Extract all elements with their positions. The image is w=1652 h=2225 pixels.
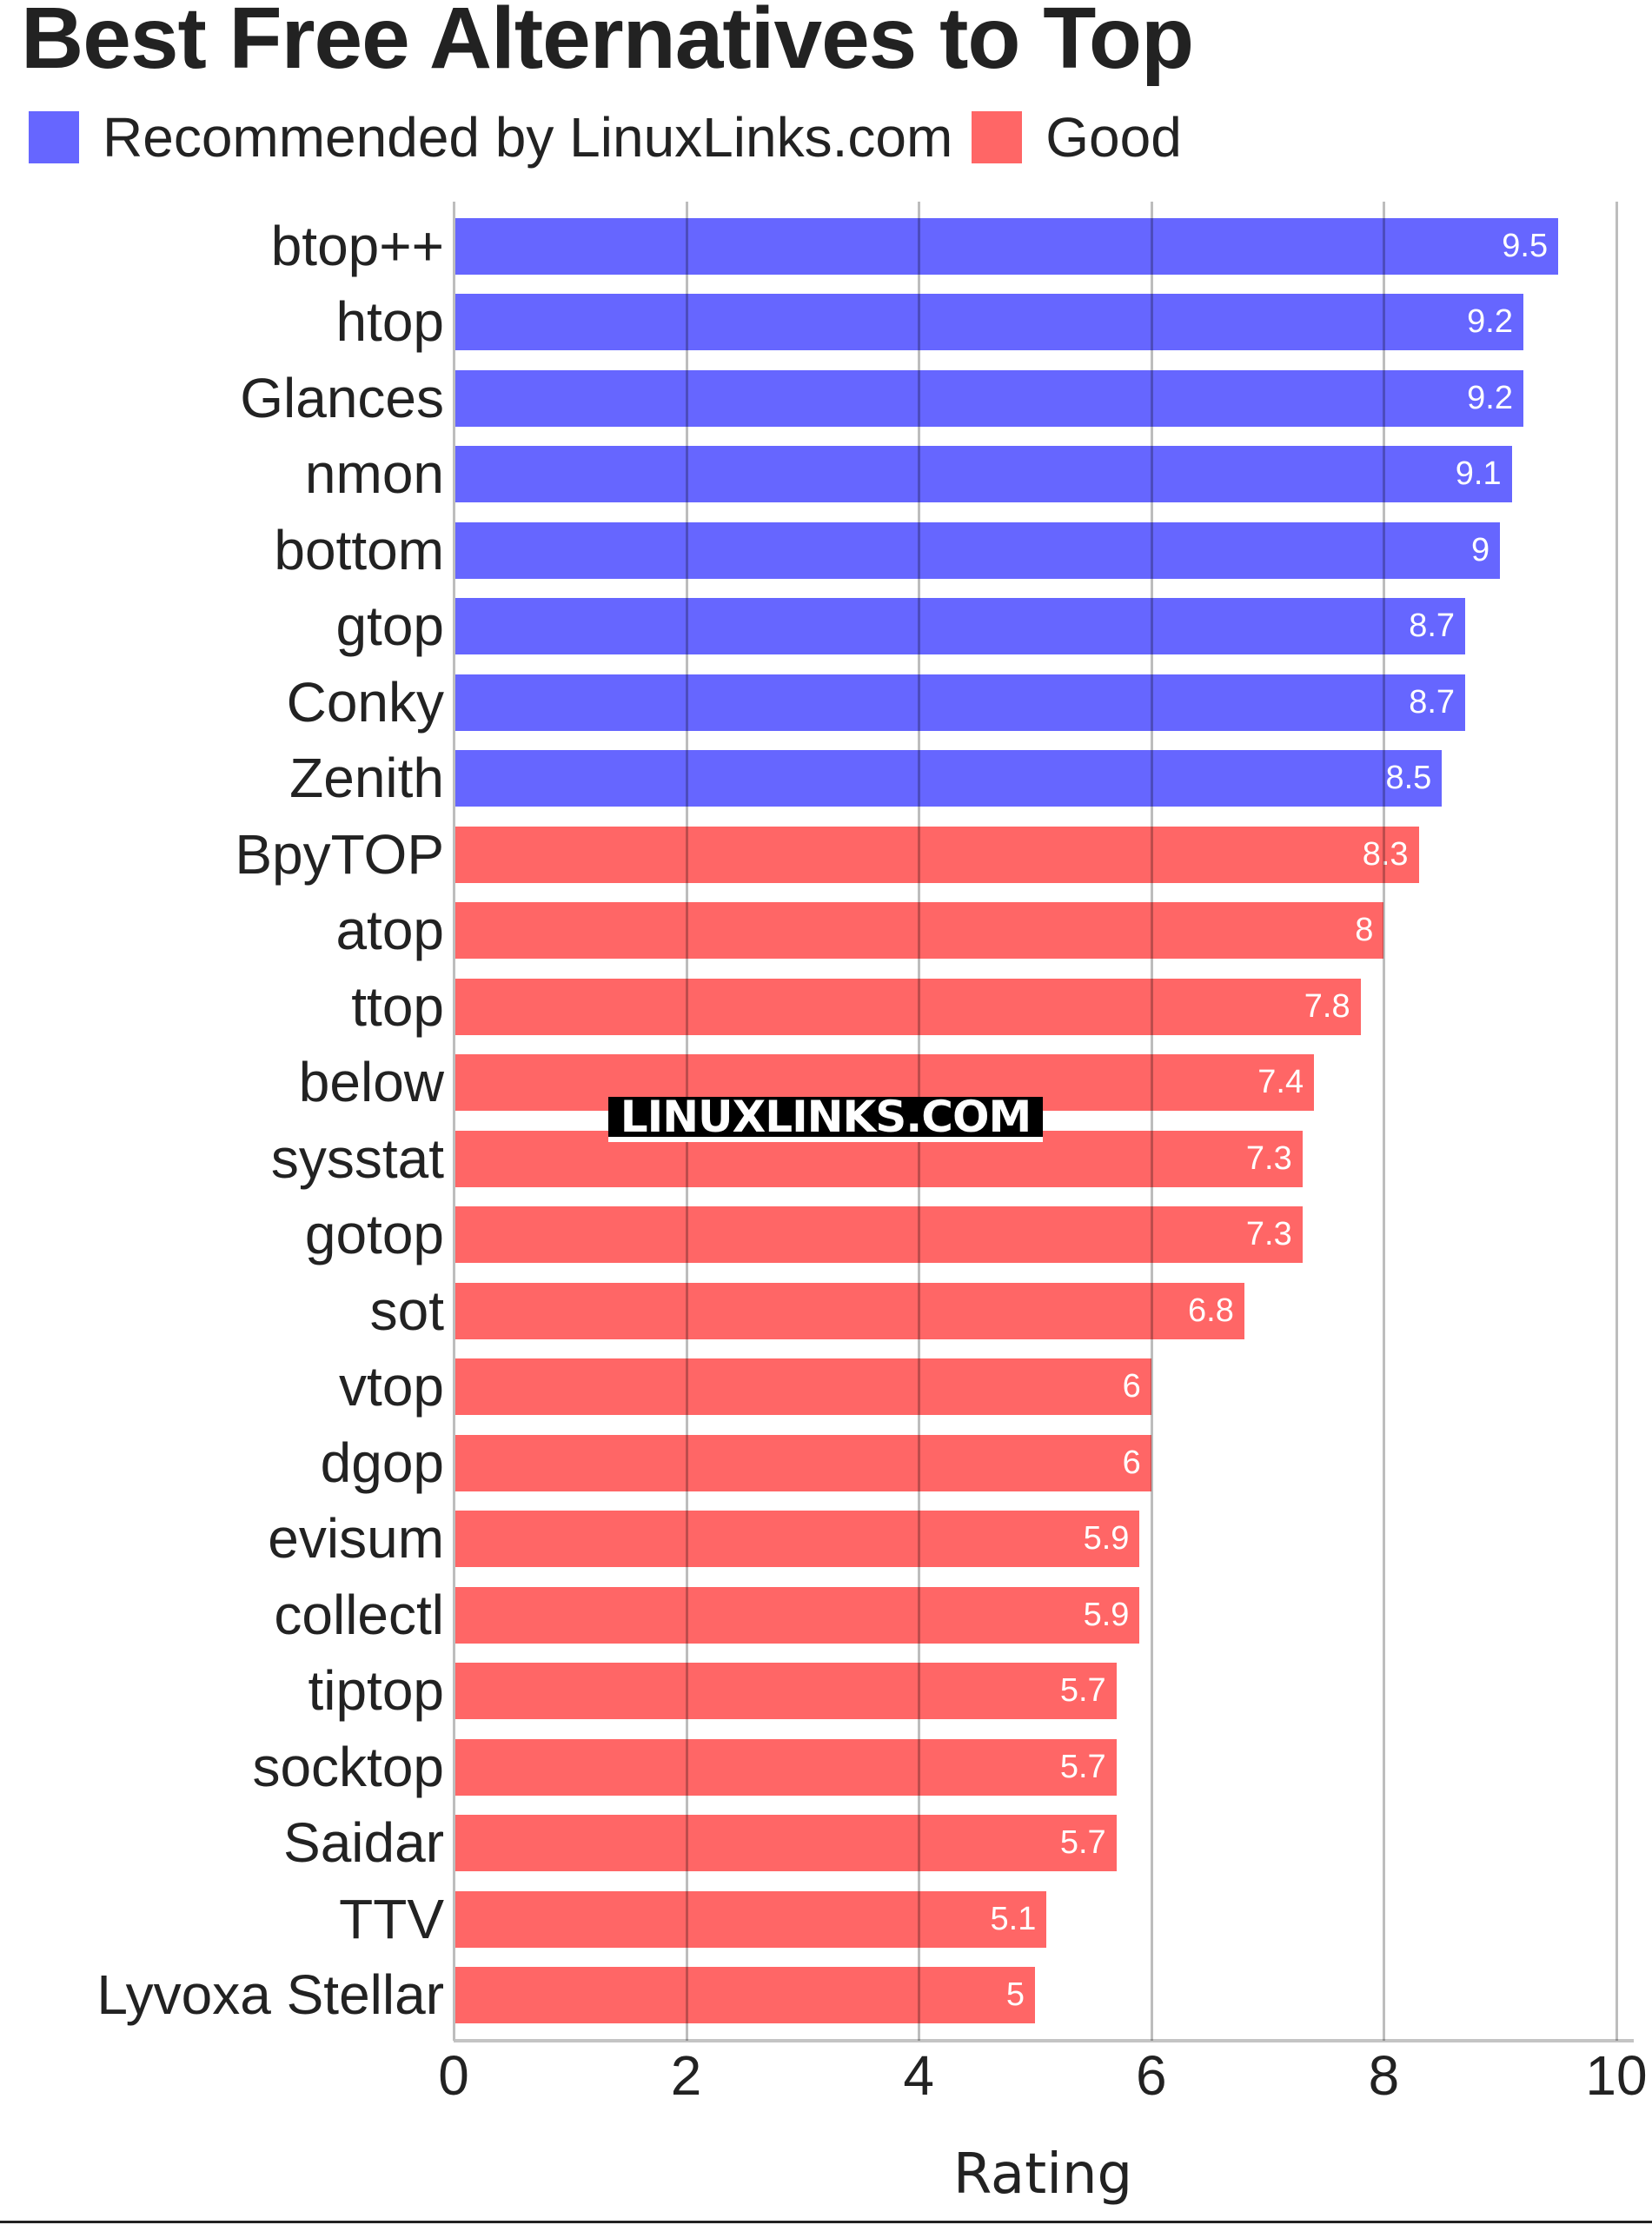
bar-value-label: 5.7 — [1059, 1672, 1106, 1710]
bar-value-label: 7.8 — [1304, 987, 1350, 1025]
x-tick-label: 6 — [1136, 2044, 1167, 2107]
category-label: Lyvoxa Stellar — [96, 1963, 444, 2027]
category-label: evisum — [268, 1507, 444, 1571]
legend-item-good: Good — [972, 110, 1182, 165]
bar-value-label: 5.9 — [1083, 1596, 1130, 1633]
watermark: LINUXLINKS.COM — [608, 1095, 1043, 1142]
bar-value-label: 8 — [1355, 912, 1374, 949]
bar-value-label: 5 — [1005, 1976, 1025, 2014]
category-label: bottom — [274, 518, 444, 581]
bar-value-label: 9 — [1471, 531, 1490, 568]
bar: 9.2 — [454, 294, 1523, 351]
y-axis-line — [453, 202, 455, 2041]
x-tick-label: 2 — [670, 2044, 702, 2107]
bar-value-label: 9.1 — [1455, 455, 1502, 493]
category-label: sysstat — [270, 1126, 444, 1190]
bar: 9.2 — [454, 369, 1523, 427]
bar-value-label: 8.7 — [1409, 683, 1456, 721]
bottom-divider — [0, 2221, 1652, 2223]
bar-value-label: 8.7 — [1409, 608, 1456, 645]
category-label: tiptop — [308, 1659, 444, 1723]
bar: 8.3 — [454, 826, 1419, 883]
bar-value-label: 5.9 — [1083, 1520, 1130, 1558]
category-label: BpyTOP — [235, 822, 444, 886]
bar: 9.5 — [454, 218, 1559, 275]
bar: 6 — [454, 1358, 1151, 1416]
bar: 8.7 — [454, 674, 1466, 731]
category-label: nmon — [304, 442, 444, 506]
x-axis-line — [454, 2039, 1634, 2042]
bar: 5.9 — [454, 1511, 1140, 1568]
x-axis-label: Rating — [952, 2142, 1133, 2207]
bar: 5 — [454, 1967, 1035, 2024]
bar-value-label: 5.7 — [1059, 1748, 1106, 1785]
category-label: dgop — [320, 1431, 444, 1494]
bar-value-label: 9.2 — [1467, 379, 1513, 416]
bar-value-label: 6 — [1122, 1368, 1141, 1405]
chart-title: Best Free Alternatives to Top — [21, 0, 1194, 87]
legend: Recommended by LinuxLinks.com Good — [29, 109, 1201, 166]
category-label: Zenith — [289, 747, 444, 810]
bar-value-label: 7.3 — [1245, 1216, 1292, 1253]
bar-value-label: 9.5 — [1502, 228, 1549, 264]
legend-swatch-recommended — [29, 111, 79, 163]
category-label: Glances — [240, 366, 444, 429]
gridline — [1150, 202, 1153, 2041]
bar: 5.7 — [454, 1815, 1117, 1872]
x-tick-label: 0 — [438, 2044, 469, 2107]
legend-item-recommended: Recommended by LinuxLinks.com — [29, 110, 952, 165]
bar: 9 — [454, 521, 1501, 579]
category-label: collectl — [274, 1583, 444, 1646]
category-label: atop — [335, 899, 444, 962]
bar-value-label: 9.2 — [1467, 303, 1513, 341]
category-label: sot — [369, 1279, 444, 1342]
category-label: btop++ — [270, 215, 444, 277]
bar: 6 — [454, 1434, 1151, 1491]
bar: 9.1 — [454, 446, 1512, 503]
x-tick-label: 10 — [1585, 2044, 1648, 2107]
bar-value-label: 5.7 — [1059, 1824, 1106, 1862]
bar-value-label: 6.8 — [1188, 1292, 1234, 1329]
category-label: Saidar — [283, 1811, 444, 1875]
category-label: Conky — [286, 670, 444, 734]
bar: 8.7 — [454, 598, 1466, 655]
x-tick-label: 4 — [903, 2044, 934, 2107]
bar-value-label: 7.4 — [1257, 1064, 1304, 1101]
category-label: TTV — [339, 1887, 444, 1950]
category-label: socktop — [252, 1735, 444, 1798]
bar-value-label: 6 — [1122, 1444, 1141, 1481]
bar: 5.9 — [454, 1586, 1140, 1644]
bar-value-label: 8.5 — [1385, 760, 1432, 797]
legend-swatch-good — [972, 111, 1023, 163]
bar: 8.5 — [454, 750, 1443, 807]
bar: 5.7 — [454, 1663, 1117, 1720]
x-tick-label: 8 — [1368, 2044, 1400, 2107]
category-label: ttop — [351, 974, 444, 1038]
bar: 7.3 — [454, 1206, 1303, 1264]
category-label: below — [298, 1051, 444, 1114]
category-label: gtop — [335, 594, 444, 658]
legend-label-good: Good — [1045, 106, 1182, 169]
bar-value-label: 7.3 — [1245, 1139, 1292, 1177]
gridline — [1616, 202, 1618, 2041]
bar: 7.8 — [454, 978, 1361, 1035]
category-label: htop — [335, 290, 444, 354]
legend-label-recommended: Recommended by LinuxLinks.com — [103, 106, 953, 169]
bar: 6.8 — [454, 1282, 1244, 1339]
bar: 5.1 — [454, 1890, 1047, 1948]
bar: 5.7 — [454, 1738, 1117, 1796]
gridline — [1383, 202, 1386, 2041]
category-label: vtop — [339, 1355, 444, 1418]
category-label: gotop — [304, 1203, 444, 1266]
bar-value-label: 5.1 — [990, 1900, 1037, 1937]
